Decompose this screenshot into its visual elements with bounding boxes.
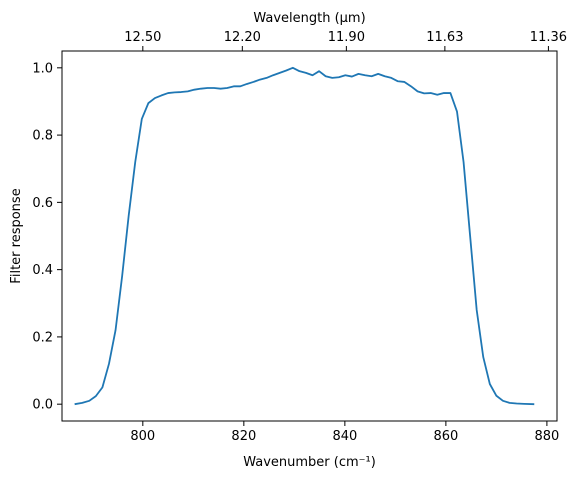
x-axis-label: Wavenumber (cm⁻¹) <box>243 455 376 470</box>
y-tick-label: 0.6 <box>32 196 53 211</box>
top-tick-label: 11.36 <box>530 30 567 45</box>
y-tick-label: 0.4 <box>32 263 53 278</box>
y-tick-label: 0.0 <box>32 398 53 413</box>
tick-layer: 800 820 840 860 880 0.0 0.2 0.4 0.6 0.8 1.0 12.50 12… <box>32 30 567 444</box>
top-x-axis-label: Wavelength (μm) <box>253 11 365 26</box>
x-tick-label: 820 <box>231 429 256 444</box>
top-tick-label: 12.50 <box>124 30 161 45</box>
y-tick-label: 1.0 <box>32 61 53 76</box>
top-tick-label: 11.63 <box>426 30 463 45</box>
series-line-0 <box>74 66 535 406</box>
y-tick-label: 0.2 <box>32 330 53 345</box>
top-tick-label: 11.90 <box>328 30 365 45</box>
y-tick-label: 0.8 <box>32 129 53 144</box>
x-tick-label: 860 <box>433 429 458 444</box>
axes-frame <box>61 50 558 422</box>
plot-area <box>74 66 535 406</box>
x-tick-label: 840 <box>332 429 357 444</box>
top-tick-label: 12.20 <box>224 30 261 45</box>
x-tick-label: 800 <box>130 429 155 444</box>
x-tick-label: 880 <box>534 429 559 444</box>
y-axis-label: Filter response <box>9 188 24 283</box>
